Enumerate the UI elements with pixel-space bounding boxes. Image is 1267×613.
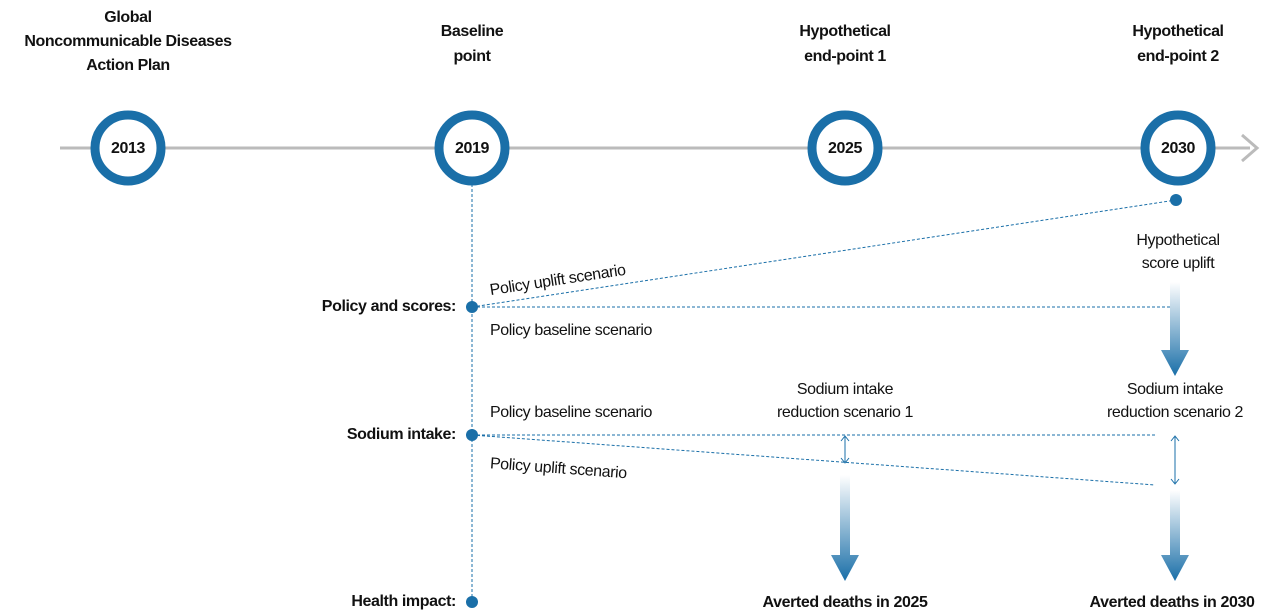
row-label: Policy and scores:	[322, 298, 456, 315]
year: 2030	[1161, 140, 1195, 157]
year: 2019	[455, 140, 489, 157]
milestone-label: Hypothetical	[799, 23, 890, 40]
result-label: reduction scenario 1	[777, 404, 914, 421]
result-label: Sodium intake	[797, 381, 894, 398]
result-label: Averted deaths in 2025	[763, 594, 928, 611]
result-label: Sodium intake	[1127, 381, 1224, 398]
result-label: Averted deaths in 2030	[1090, 594, 1255, 611]
dots	[466, 194, 1182, 608]
gradient-arrows	[831, 282, 1189, 581]
timeline-arrow	[1241, 133, 1260, 163]
milestone-label: Hypothetical	[1132, 23, 1223, 40]
milestone-circles	[90, 110, 1216, 186]
scenario-label: Policy baseline scenario	[490, 404, 653, 421]
milestone-label: Global	[104, 9, 151, 26]
milestone-label: Action Plan	[86, 57, 170, 74]
result-label: reduction scenario 2	[1107, 404, 1244, 421]
scenario-label: Policy uplift scenario	[489, 455, 627, 482]
milestone-label: Baseline	[441, 23, 504, 40]
result-label: Hypothetical	[1136, 232, 1219, 249]
year: 2013	[111, 140, 145, 157]
milestone-label: end-point 1	[804, 48, 886, 65]
policy-uplift-line	[471, 199, 1177, 308]
row-label: Sodium intake:	[347, 426, 456, 443]
row-label: Health impact:	[351, 593, 456, 610]
scenario-label: Policy baseline scenario	[490, 322, 653, 339]
milestone-label: Noncommunicable Diseases	[24, 33, 232, 50]
year: 2025	[828, 140, 862, 157]
milestone-label: point	[453, 48, 491, 65]
milestone-label: end-point 2	[1137, 48, 1219, 65]
sodium-uplift-line	[471, 434, 1156, 486]
difference-arrows	[840, 435, 1180, 485]
result-label: score uplift	[1142, 255, 1216, 272]
